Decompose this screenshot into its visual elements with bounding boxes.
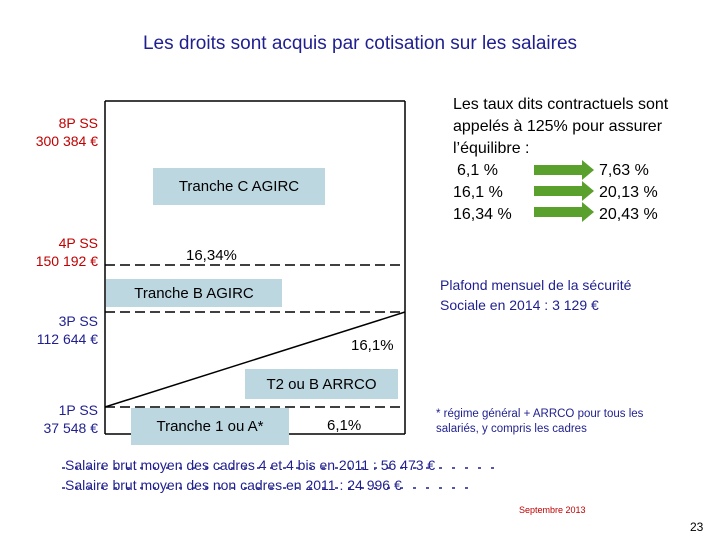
arrow-3 [534, 202, 594, 222]
diagonal-line [104, 311, 406, 408]
salaire-cadres: Salaire brut moyen des cadres 4 et 4 bis… [65, 457, 436, 473]
level-amount: 37 548 € [43, 420, 99, 436]
page-number: 23 [690, 520, 704, 534]
page-title: Les droits sont acquis par cotisation su… [142, 33, 578, 54]
regime-line-2: salariés, y compris les cadres [436, 423, 587, 435]
tranche-c-label: Tranche C AGIRC [178, 178, 300, 195]
level-1pss: 1P SS 37 548 € [0, 401, 99, 437]
rate-b: 16,1% [351, 337, 394, 354]
taux-row-2: 16,1 % 20,13 % [453, 182, 713, 204]
regime-line-1: * régime général + ARRCO pour tous les [436, 408, 644, 420]
level-3pss: 3P SS 112 644 € [0, 312, 98, 348]
rate-t1: 6,1% [327, 417, 362, 434]
plafond-line-1: Plafond mensuel de la sécurité [440, 277, 632, 293]
tranche-b-label: Tranche B AGIRC [134, 284, 254, 302]
taux-intro-3: l’équilibre : [453, 140, 530, 157]
taux-to: 20,13 % [599, 184, 658, 201]
level-amount: 300 384 € [35, 133, 98, 149]
level-8pss: 8P SS 300 384 € [0, 114, 98, 150]
tranche-1-label: Tranche 1 ou A* [156, 418, 264, 435]
tranche-t2-label: T2 ou B ARRCO [266, 375, 377, 393]
salaires-note: Salaire brut moyen des cadres 4 et 4 bis… [65, 455, 585, 495]
regime-note: * régime général + ARRCO pour tous les s… [436, 407, 706, 437]
plafond-note: Plafond mensuel de la sécurité Sociale e… [440, 275, 710, 315]
taux-from: 16,1 % [453, 184, 503, 201]
taux-note: Les taux dits contractuels sont appelés … [453, 94, 713, 226]
taux-row-3: 16,34 % 20,43 % [453, 204, 713, 226]
taux-to: 20,43 % [599, 206, 658, 223]
arrow-2 [534, 181, 594, 201]
tranche-c-box: Tranche C AGIRC [153, 168, 325, 205]
taux-row-1: 6,1 % 7,63 % [453, 160, 713, 182]
level-name: 8P SS [58, 115, 98, 131]
level-amount: 112 644 € [36, 331, 98, 347]
taux-to: 7,63 % [599, 162, 649, 179]
taux-intro-2: appelés à 125% pour assurer [453, 118, 663, 135]
salaire-non-cadres: Salaire brut moyen des non cadres en 201… [65, 477, 402, 493]
level-name: 3P SS [58, 313, 98, 329]
taux-from: 6,1 % [457, 162, 498, 179]
taux-intro-1: Les taux dits contractuels sont [453, 96, 669, 113]
tranche-t2-box: T2 ou B ARRCO [245, 369, 398, 399]
level-amount: 150 192 € [35, 253, 98, 269]
level-name: 4P SS [58, 235, 98, 251]
plafond-line-2: Sociale en 2014 : 3 129 € [440, 297, 599, 313]
tranche-b-box: Tranche B AGIRC [106, 279, 282, 307]
date-label: Septembre 2013 [519, 505, 586, 515]
level-name: 1P SS [58, 402, 98, 418]
tranche-1-box: Tranche 1 ou A* [131, 408, 289, 445]
rate-c: 16,34% [186, 247, 237, 264]
arrow-1 [534, 160, 594, 180]
level-4pss: 4P SS 150 192 € [0, 234, 98, 270]
taux-from: 16,34 % [453, 206, 512, 223]
